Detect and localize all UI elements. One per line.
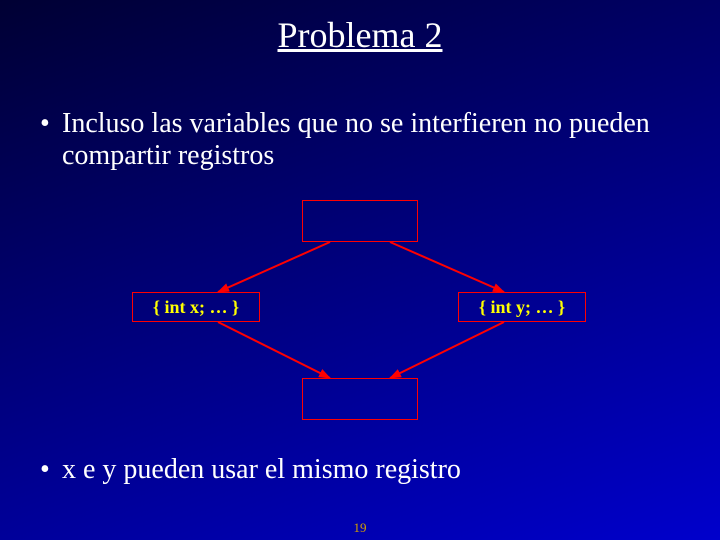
diagram-edge <box>218 242 330 292</box>
bullet-2-text: x e y pueden usar el mismo registro <box>62 454 461 485</box>
flow-diagram: { int x; … } { int y; … } <box>0 200 720 440</box>
bullet-dot-icon: • <box>40 454 50 486</box>
diagram-edge <box>390 242 504 292</box>
diagram-edge <box>218 322 330 378</box>
diagram-node-top <box>302 200 418 242</box>
bullet-dot-icon: • <box>40 108 50 140</box>
bullet-1: • Incluso las variables que no se interf… <box>62 108 712 172</box>
diagram-node-left: { int x; … } <box>132 292 260 322</box>
bullet-2: • x e y pueden usar el mismo registro <box>62 454 712 486</box>
slide: Problema 2 • Incluso las variables que n… <box>0 0 720 540</box>
diagram-node-bottom <box>302 378 418 420</box>
slide-title: Problema 2 <box>0 14 720 56</box>
diagram-edge <box>390 322 504 378</box>
page-number: 19 <box>0 520 720 536</box>
bullet-1-text: Incluso las variables que no se interfie… <box>62 108 650 171</box>
diagram-node-right: { int y; … } <box>458 292 586 322</box>
